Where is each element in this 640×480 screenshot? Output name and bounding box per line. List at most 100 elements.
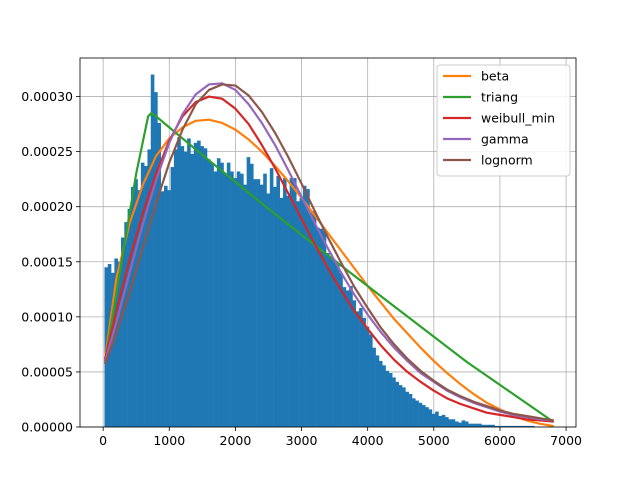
histogram-bar <box>147 149 152 427</box>
histogram-bar <box>190 153 195 428</box>
histogram-bar <box>418 402 423 427</box>
histogram-bar <box>497 425 502 427</box>
histogram-bar <box>273 186 277 427</box>
histogram-bar <box>177 137 181 427</box>
histogram-bar <box>527 425 532 427</box>
histogram-bar <box>501 425 505 427</box>
histogram-bar <box>471 423 476 427</box>
curve-beta <box>104 118 554 427</box>
legend-label-gamma: gamma <box>481 132 529 147</box>
histogram-bar <box>402 387 406 427</box>
histogram-bar <box>173 149 178 427</box>
histogram-bar <box>256 179 261 427</box>
histogram-bar <box>415 400 419 427</box>
y-tick-label: 0.00010 <box>21 309 73 324</box>
histogram-bar <box>316 227 320 427</box>
histogram-bar <box>130 186 135 427</box>
histogram-bar <box>117 261 122 427</box>
histogram-bar <box>193 142 198 427</box>
y-tick-label: 0.00020 <box>21 199 73 214</box>
x-tick-label: 7000 <box>550 433 582 448</box>
histogram-bar <box>289 178 294 427</box>
x-tick-label: 6000 <box>484 433 516 448</box>
histogram-bar <box>154 92 158 427</box>
histogram-bar <box>210 162 214 427</box>
histogram-bar <box>111 272 115 427</box>
histogram-bar <box>342 287 347 427</box>
plot-frame <box>79 57 577 428</box>
histogram-bar <box>438 415 443 427</box>
histogram-bar <box>197 140 201 427</box>
histogram-bar <box>448 419 452 427</box>
histogram-bar <box>339 272 343 427</box>
histogram-bar <box>435 411 439 427</box>
curve-triang <box>104 111 554 423</box>
histogram-bar <box>507 425 512 427</box>
histogram-bar <box>378 360 383 427</box>
histogram-bar <box>411 398 416 427</box>
histogram-bar <box>134 179 138 427</box>
histogram-bar <box>454 421 459 427</box>
histogram-bar <box>233 178 238 427</box>
histogram-bar <box>124 222 128 427</box>
legend-label-weibull_min: weibull_min <box>481 111 555 126</box>
histogram-bar <box>382 365 386 427</box>
histogram-bar <box>385 370 390 427</box>
x-axis: 0 1000 2000 3000 4000 5000 6000 7000 <box>99 427 582 448</box>
histogram-bar <box>332 259 337 427</box>
histogram-bar <box>170 167 175 427</box>
histogram-bar <box>398 385 403 427</box>
histogram-bar <box>481 424 486 427</box>
histogram-bar <box>127 208 132 427</box>
histogram-bar <box>319 228 324 427</box>
histogram-bar <box>491 424 495 427</box>
histogram-bar <box>494 425 499 427</box>
histogram-bar <box>114 258 118 427</box>
y-tick-label: 0.00030 <box>21 89 73 104</box>
histogram-bar <box>283 178 287 427</box>
histogram-bar <box>296 201 300 427</box>
histogram-bar <box>157 122 161 427</box>
histogram-bar <box>246 157 251 427</box>
histogram-bar <box>484 424 489 427</box>
histogram-bar <box>511 425 515 427</box>
y-tick-label: 0.00015 <box>21 254 73 269</box>
histogram-bar <box>478 423 482 427</box>
histogram-bar <box>388 373 393 427</box>
histogram-bar <box>408 393 413 427</box>
histogram-bar <box>365 326 370 427</box>
histogram-bar <box>180 146 185 428</box>
histogram-bar <box>461 420 466 427</box>
histogram-bar <box>249 163 254 427</box>
histogram-bar <box>335 263 340 427</box>
fitted-curves <box>104 82 554 427</box>
histogram-bar <box>236 171 241 427</box>
histogram-bar <box>240 173 244 427</box>
histogram-bar <box>421 404 426 427</box>
x-tick-label: 2000 <box>220 433 252 448</box>
histogram-bar <box>488 424 492 427</box>
curve-lognorm <box>104 83 554 422</box>
histogram-bar <box>279 197 284 427</box>
histogram-bar <box>524 425 529 427</box>
histogram-bar <box>372 347 376 427</box>
histogram-bar <box>299 197 304 427</box>
histogram-bar <box>395 381 400 427</box>
histogram-bar <box>263 173 267 427</box>
histogram-bar <box>230 171 234 427</box>
x-tick-label: 0 <box>99 433 107 448</box>
histogram-bar <box>292 178 297 427</box>
histogram-bar <box>355 311 360 427</box>
histogram-bar <box>362 317 366 427</box>
histogram-bar <box>514 425 519 427</box>
histogram-bar <box>216 158 221 427</box>
y-tick-label: 0.00005 <box>21 364 73 379</box>
histogram-bar <box>226 162 231 427</box>
histogram-bar <box>187 138 191 428</box>
histogram-bar <box>504 425 509 427</box>
histogram-bar <box>521 425 525 427</box>
histogram-bar <box>220 162 224 427</box>
histogram-bar <box>286 195 290 427</box>
